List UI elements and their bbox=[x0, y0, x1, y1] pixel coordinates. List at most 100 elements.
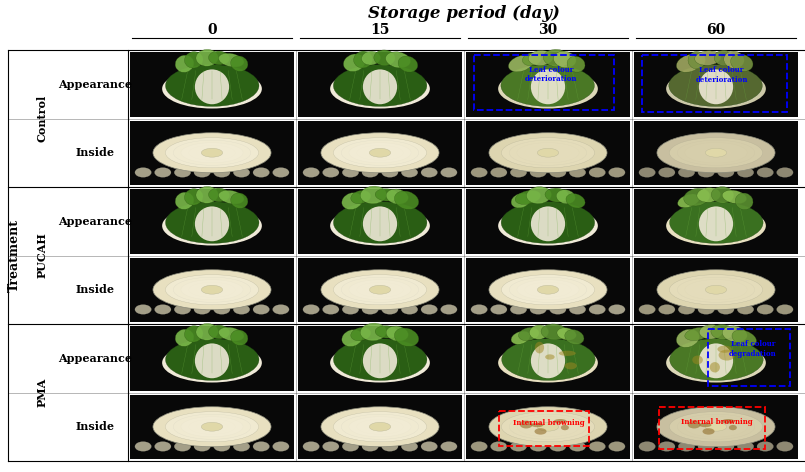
Ellipse shape bbox=[365, 148, 395, 158]
Ellipse shape bbox=[732, 330, 757, 346]
Ellipse shape bbox=[540, 287, 555, 292]
Text: Appearance: Appearance bbox=[58, 353, 132, 364]
Ellipse shape bbox=[162, 206, 262, 245]
Ellipse shape bbox=[333, 275, 427, 305]
Ellipse shape bbox=[540, 150, 555, 155]
Ellipse shape bbox=[172, 205, 251, 240]
Ellipse shape bbox=[365, 285, 395, 295]
Ellipse shape bbox=[273, 442, 289, 451]
Ellipse shape bbox=[341, 277, 419, 303]
Ellipse shape bbox=[514, 346, 578, 373]
Ellipse shape bbox=[183, 209, 246, 236]
Ellipse shape bbox=[699, 206, 733, 241]
Ellipse shape bbox=[708, 287, 724, 292]
Ellipse shape bbox=[657, 270, 775, 310]
Text: 30: 30 bbox=[539, 23, 558, 37]
Ellipse shape bbox=[365, 421, 395, 432]
Ellipse shape bbox=[684, 346, 748, 373]
Ellipse shape bbox=[697, 188, 720, 202]
Ellipse shape bbox=[569, 304, 586, 314]
Ellipse shape bbox=[517, 72, 580, 99]
Ellipse shape bbox=[363, 344, 397, 378]
Ellipse shape bbox=[166, 202, 259, 244]
Text: Leaf colour
deterioration: Leaf colour deterioration bbox=[525, 66, 577, 83]
Ellipse shape bbox=[175, 329, 194, 346]
Text: PUCAH: PUCAH bbox=[36, 233, 47, 278]
Ellipse shape bbox=[394, 191, 419, 210]
Bar bbox=[466, 189, 630, 253]
Ellipse shape bbox=[639, 168, 655, 177]
Ellipse shape bbox=[737, 168, 753, 177]
Ellipse shape bbox=[530, 304, 547, 314]
Ellipse shape bbox=[440, 168, 457, 177]
Ellipse shape bbox=[351, 328, 371, 341]
Ellipse shape bbox=[375, 189, 398, 201]
Ellipse shape bbox=[213, 168, 230, 177]
Ellipse shape bbox=[667, 206, 766, 245]
Ellipse shape bbox=[688, 51, 705, 69]
Ellipse shape bbox=[557, 328, 576, 340]
Ellipse shape bbox=[639, 304, 655, 314]
Ellipse shape bbox=[545, 354, 555, 360]
Ellipse shape bbox=[525, 145, 572, 160]
Ellipse shape bbox=[685, 328, 710, 340]
Ellipse shape bbox=[357, 419, 403, 434]
Ellipse shape bbox=[589, 442, 605, 451]
Ellipse shape bbox=[498, 69, 598, 109]
Ellipse shape bbox=[517, 417, 579, 437]
Ellipse shape bbox=[337, 203, 423, 242]
Ellipse shape bbox=[353, 51, 373, 68]
Ellipse shape bbox=[342, 442, 359, 451]
Ellipse shape bbox=[510, 442, 526, 451]
Ellipse shape bbox=[213, 304, 230, 314]
Bar bbox=[466, 52, 630, 117]
Ellipse shape bbox=[532, 148, 564, 158]
Ellipse shape bbox=[170, 67, 255, 105]
Ellipse shape bbox=[512, 344, 583, 375]
Ellipse shape bbox=[530, 69, 565, 104]
Ellipse shape bbox=[195, 69, 229, 104]
Ellipse shape bbox=[712, 186, 733, 203]
Ellipse shape bbox=[502, 338, 595, 380]
Ellipse shape bbox=[502, 138, 595, 168]
Ellipse shape bbox=[722, 190, 746, 203]
Ellipse shape bbox=[341, 68, 420, 103]
Ellipse shape bbox=[667, 69, 766, 109]
Ellipse shape bbox=[670, 275, 762, 305]
Ellipse shape bbox=[342, 329, 362, 346]
Ellipse shape bbox=[670, 202, 763, 244]
Ellipse shape bbox=[510, 304, 526, 314]
Ellipse shape bbox=[658, 168, 675, 177]
Ellipse shape bbox=[526, 186, 551, 204]
Ellipse shape bbox=[196, 186, 218, 203]
Ellipse shape bbox=[693, 282, 739, 297]
Bar bbox=[298, 120, 462, 185]
Ellipse shape bbox=[208, 188, 229, 202]
Ellipse shape bbox=[201, 148, 223, 157]
Ellipse shape bbox=[194, 168, 210, 177]
Ellipse shape bbox=[344, 54, 365, 72]
Ellipse shape bbox=[333, 412, 427, 442]
Ellipse shape bbox=[543, 50, 570, 67]
Ellipse shape bbox=[204, 424, 220, 429]
Bar bbox=[298, 258, 462, 322]
Ellipse shape bbox=[166, 338, 259, 380]
Ellipse shape bbox=[677, 414, 755, 439]
Ellipse shape bbox=[540, 424, 555, 429]
Ellipse shape bbox=[501, 65, 594, 107]
Ellipse shape bbox=[349, 417, 411, 437]
Ellipse shape bbox=[489, 270, 607, 310]
Ellipse shape bbox=[672, 67, 758, 105]
Ellipse shape bbox=[700, 325, 723, 339]
Bar bbox=[658, 407, 766, 449]
Ellipse shape bbox=[341, 414, 419, 439]
Ellipse shape bbox=[676, 342, 754, 377]
Ellipse shape bbox=[676, 68, 754, 103]
Ellipse shape bbox=[538, 148, 559, 157]
Ellipse shape bbox=[208, 325, 229, 339]
Ellipse shape bbox=[273, 168, 289, 177]
Ellipse shape bbox=[502, 202, 595, 244]
Ellipse shape bbox=[361, 323, 386, 341]
Ellipse shape bbox=[676, 205, 754, 240]
Ellipse shape bbox=[729, 425, 737, 430]
